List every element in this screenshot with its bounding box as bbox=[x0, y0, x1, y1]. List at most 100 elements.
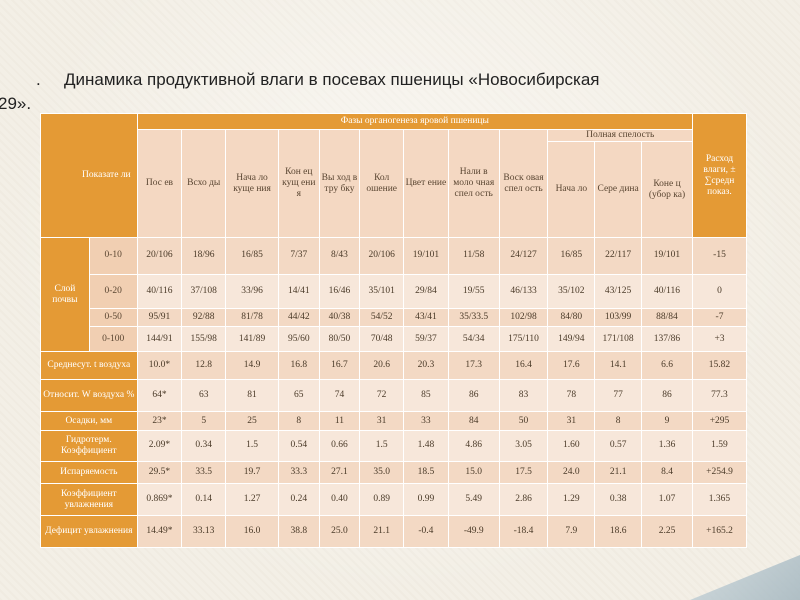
table-cell: 22/117 bbox=[594, 237, 643, 275]
table-cell: 95/60 bbox=[277, 326, 320, 353]
table-row: Среднесут. t воздуха 10.0* 12.8 14.9 16.8 16.… bbox=[40, 351, 748, 381]
table-cell: 1.07 bbox=[641, 483, 693, 516]
table-cell: 14.49* bbox=[136, 514, 183, 549]
table-cell: 8/43 bbox=[318, 237, 361, 275]
table-cell: 0.54 bbox=[277, 429, 320, 462]
table-cell: 29.5* bbox=[136, 460, 183, 485]
table-cell: 16.4 bbox=[498, 351, 549, 381]
table-row: 0-100 144/91 155/98 141/89 95/60 80/50 70/48 59… bbox=[41, 326, 748, 353]
table-cell: 1.36 bbox=[641, 429, 693, 462]
soil-depth-cell: 0-100 bbox=[88, 326, 138, 353]
table-cell: 0.24 bbox=[277, 483, 320, 516]
table-cell: 31 bbox=[547, 411, 596, 431]
table-cell: 1.48 bbox=[403, 429, 449, 462]
table-cell: 16/85 bbox=[547, 237, 596, 275]
table-cell: 7/37 bbox=[277, 237, 320, 275]
table-cell: 1.5 bbox=[225, 429, 279, 462]
table-cell: -18.4 bbox=[498, 514, 549, 549]
table-cell: 44/42 bbox=[277, 308, 320, 328]
table-row: 0-50 95/91 92/88 81/78 44/42 40/38 54/52 43/41 3… bbox=[41, 308, 748, 328]
table-row: Гидротерм. Коэффициент 2.09* 0.34 1.5 0.54 0.… bbox=[40, 429, 748, 462]
title-line-2: 29». bbox=[0, 94, 32, 113]
table-cell: 0.38 bbox=[594, 483, 643, 516]
table-cell: 88/84 bbox=[641, 308, 693, 328]
ripeness-phase-header: Сере дина bbox=[594, 141, 643, 238]
soil-depth-cell: 0-20 bbox=[88, 273, 138, 310]
table-cell: 37/108 bbox=[181, 273, 227, 310]
table-cell: 35/102 bbox=[547, 273, 596, 310]
table-cell: 65 bbox=[277, 379, 320, 413]
table-cell: 33.13 bbox=[181, 514, 227, 549]
table-cell: 21.1 bbox=[594, 460, 643, 485]
table-cell: 35.0 bbox=[359, 460, 405, 485]
table-cell: 11/58 bbox=[447, 237, 500, 275]
table-cell: 72 bbox=[359, 379, 405, 413]
phase-header: Воск овая спел ость bbox=[498, 129, 549, 238]
table-cell: 18.5 bbox=[403, 460, 449, 485]
table-cell: 17.6 bbox=[547, 351, 596, 381]
table-cell: 46/133 bbox=[498, 273, 549, 310]
table-cell: 33.5 bbox=[181, 460, 227, 485]
moisture-table: Показате ли Фазы органогенеза яровой пше… bbox=[40, 113, 748, 549]
table-cell: 21.1 bbox=[359, 514, 405, 549]
table-cell: 0.14 bbox=[181, 483, 227, 516]
table-cell: 5 bbox=[181, 411, 227, 431]
table-cell: 1.29 bbox=[547, 483, 596, 516]
table-cell: 40/116 bbox=[136, 273, 183, 310]
table-cell: +254.9 bbox=[691, 460, 748, 485]
table-cell: 29/84 bbox=[403, 273, 449, 310]
table-row: Относит. W воздуха % 64* 63 81 65 74 72 85 86 83 7… bbox=[40, 379, 748, 413]
table-cell: 0.869* bbox=[136, 483, 183, 516]
table-cell: 40/38 bbox=[318, 308, 361, 328]
table-cell: 10.0* bbox=[136, 351, 183, 381]
metric-label: Осадки, мм bbox=[40, 411, 138, 431]
table-cell: 137/86 bbox=[641, 326, 693, 353]
table-cell: 16.8 bbox=[277, 351, 320, 381]
table-cell: 35/101 bbox=[359, 273, 405, 310]
indicator-header: Показате ли bbox=[40, 113, 138, 238]
table-cell: 103/99 bbox=[594, 308, 643, 328]
table-cell: 1.59 bbox=[691, 429, 748, 462]
table-cell: 25.0 bbox=[318, 514, 361, 549]
phases-header: Фазы органогенеза яровой пшеницы bbox=[136, 113, 693, 130]
table-cell: 86 bbox=[641, 379, 693, 413]
table-cell: 19/101 bbox=[403, 237, 449, 275]
title-bullet: . bbox=[36, 70, 41, 89]
table-cell: 31 bbox=[359, 411, 405, 431]
table-cell: 6.6 bbox=[641, 351, 693, 381]
table-cell: 171/108 bbox=[594, 326, 643, 353]
table-cell: 144/91 bbox=[136, 326, 183, 353]
table-cell: 20.3 bbox=[403, 351, 449, 381]
table-row: Испаряемость 29.5* 33.5 19.7 33.3 27.1 35.0 18.… bbox=[40, 460, 748, 485]
table-cell: 3.05 bbox=[498, 429, 549, 462]
phase-header: Пос ев bbox=[136, 129, 183, 238]
phase-header: Всхо ды bbox=[181, 129, 227, 238]
table-row: Осадки, мм 23* 5 25 8 11 31 33 84 50 31 8 9 +295 bbox=[40, 411, 748, 431]
table-cell: 19.7 bbox=[225, 460, 279, 485]
metric-label: Коэффициент увлажнения bbox=[40, 483, 138, 516]
table-cell: 24.0 bbox=[547, 460, 596, 485]
table-cell: +295 bbox=[691, 411, 748, 431]
table-cell: 16/46 bbox=[318, 273, 361, 310]
table-cell: 85 bbox=[403, 379, 449, 413]
table-cell: 40/116 bbox=[641, 273, 693, 310]
table-cell: 8 bbox=[277, 411, 320, 431]
table-cell: 0.99 bbox=[403, 483, 449, 516]
phase-header: Нали в моло чная спел ость bbox=[447, 129, 500, 238]
table-cell: 35/33.5 bbox=[447, 308, 500, 328]
table-cell: 7.9 bbox=[547, 514, 596, 549]
table-cell: 64* bbox=[136, 379, 183, 413]
table-cell: 81 bbox=[225, 379, 279, 413]
table-cell: 14.1 bbox=[594, 351, 643, 381]
table-cell: 1.27 bbox=[225, 483, 279, 516]
table-cell: 102/98 bbox=[498, 308, 549, 328]
table-cell: 0.66 bbox=[318, 429, 361, 462]
phase-header: Цвет ение bbox=[403, 129, 449, 238]
metric-label: Гидротерм. Коэффициент bbox=[40, 429, 138, 462]
title-line-1: Динамика продуктивной влаги в посевах пш… bbox=[64, 70, 600, 89]
table-cell: 15.82 bbox=[691, 351, 748, 381]
soil-depth-cell: 0-50 bbox=[88, 308, 138, 328]
table-cell: 25 bbox=[225, 411, 279, 431]
table-cell: 5.49 bbox=[447, 483, 500, 516]
table-cell: 81/78 bbox=[225, 308, 279, 328]
